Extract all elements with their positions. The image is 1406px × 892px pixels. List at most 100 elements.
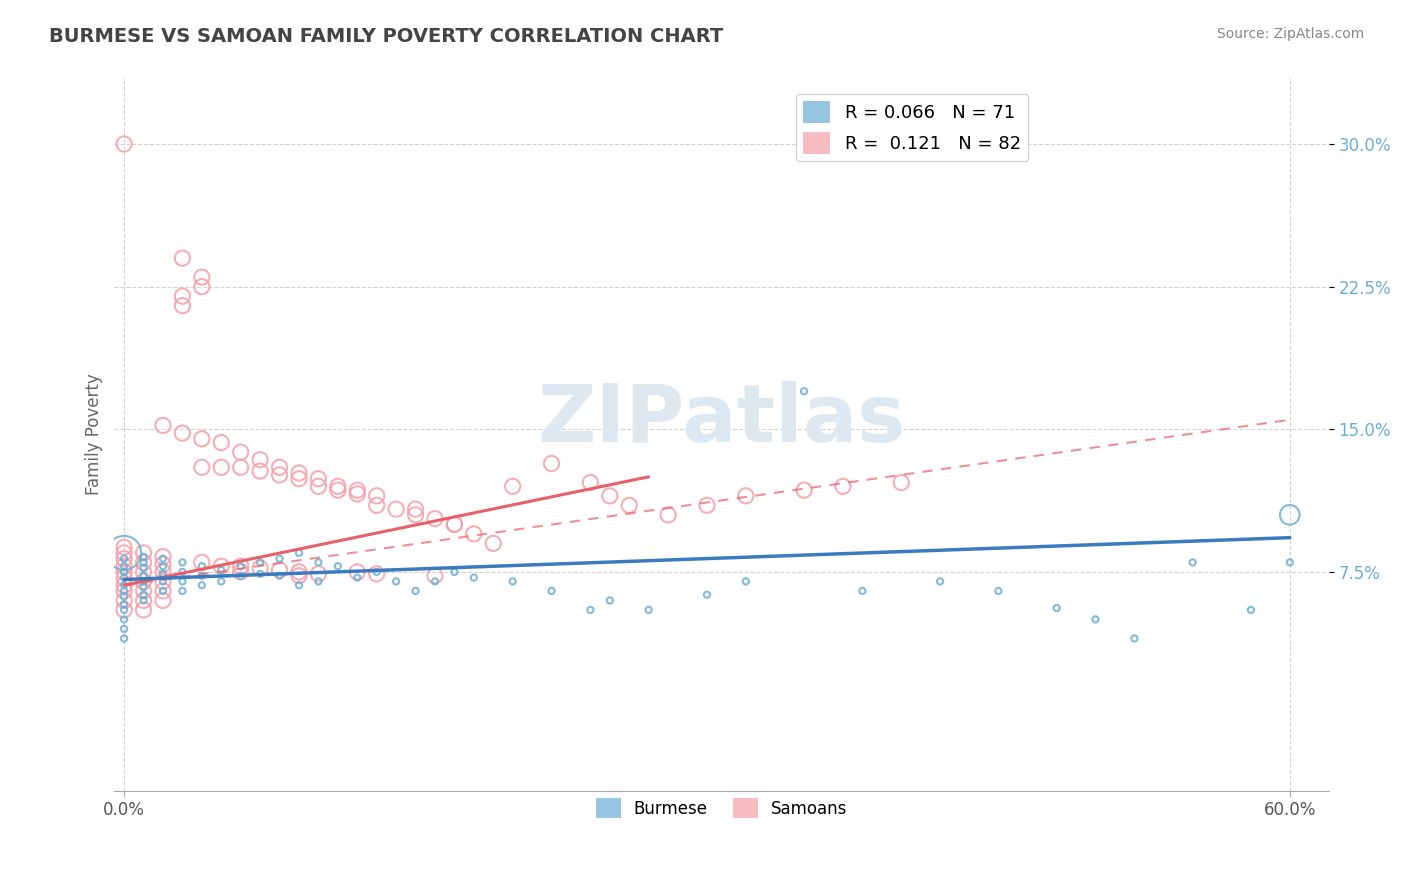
Point [1240,603,1263,617]
Point [229,460,252,475]
Point [890,475,912,490]
Point [132,588,155,602]
Point [132,574,155,589]
Point [112,597,135,611]
Point [269,467,291,482]
Point [249,561,271,575]
Point [132,568,155,582]
Point [112,546,135,560]
Point [112,593,135,607]
Point [152,559,174,574]
Point [152,583,174,598]
Point [191,559,214,574]
Point [172,251,194,265]
Point [423,574,446,589]
Point [191,432,214,446]
Point [793,384,815,399]
Point [366,566,388,581]
Legend: Burmese, Samoans: Burmese, Samoans [589,791,855,825]
Point [734,489,756,503]
Y-axis label: Family Poverty: Family Poverty [86,373,103,495]
Point [405,508,427,522]
Point [132,593,155,607]
Point [152,583,174,598]
Point [696,499,718,513]
Point [288,568,311,582]
Point [366,565,388,579]
Point [929,574,952,589]
Point [132,603,155,617]
Text: Source: ZipAtlas.com: Source: ZipAtlas.com [1216,27,1364,41]
Point [249,452,271,467]
Point [502,574,524,589]
Point [229,565,252,579]
Point [366,499,388,513]
Point [172,289,194,303]
Point [987,583,1010,598]
Point [288,466,311,480]
Point [172,426,194,441]
Point [112,546,135,560]
Point [132,546,155,560]
Point [1046,601,1069,615]
Point [112,565,135,579]
Point [132,574,155,589]
Point [579,475,602,490]
Point [132,555,155,569]
Point [132,583,155,598]
Point [851,583,873,598]
Point [172,574,194,589]
Point [209,563,232,577]
Point [443,517,465,532]
Point [657,508,679,522]
Point [112,622,135,636]
Point [696,588,718,602]
Point [385,502,408,516]
Point [269,551,291,566]
Point [112,551,135,566]
Point [307,472,329,486]
Point [112,551,135,566]
Point [637,603,659,617]
Point [288,578,311,592]
Point [1181,555,1204,569]
Point [112,559,135,574]
Point [112,571,135,585]
Point [152,593,174,607]
Point [540,457,562,471]
Point [152,566,174,581]
Point [112,612,135,626]
Point [307,566,329,581]
Point [209,435,232,450]
Point [288,565,311,579]
Point [172,299,194,313]
Point [249,555,271,569]
Point [209,559,232,574]
Point [112,603,135,617]
Point [112,583,135,598]
Point [405,583,427,598]
Point [346,571,368,585]
Point [229,559,252,574]
Point [132,555,155,569]
Point [793,483,815,497]
Point [152,418,174,433]
Point [269,563,291,577]
Point [112,632,135,646]
Point [269,568,291,582]
Point [326,479,349,493]
Point [132,593,155,607]
Point [288,546,311,560]
Point [152,549,174,564]
Point [191,578,214,592]
Point [1084,612,1107,626]
Point [288,472,311,486]
Point [463,527,485,541]
Point [734,574,756,589]
Point [326,483,349,497]
Point [423,568,446,582]
Point [191,555,214,569]
Point [1278,555,1301,569]
Point [502,479,524,493]
Point [540,583,562,598]
